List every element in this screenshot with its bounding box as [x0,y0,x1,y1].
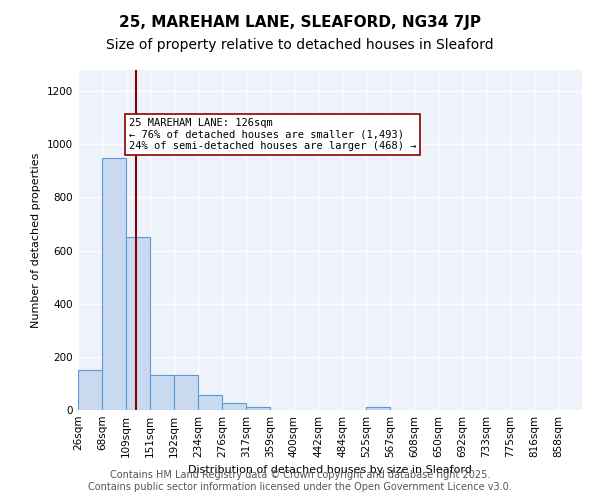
Bar [102,158,126,410]
Text: Contains public sector information licensed under the Open Government Licence v3: Contains public sector information licen… [88,482,512,492]
Bar [78,370,102,410]
Bar [223,404,246,410]
Text: Size of property relative to detached houses in Sleaford: Size of property relative to detached ho… [106,38,494,52]
Bar [246,407,270,410]
Text: Contains HM Land Registry data © Crown copyright and database right 2025.: Contains HM Land Registry data © Crown c… [110,470,490,480]
Y-axis label: Number of detached properties: Number of detached properties [31,152,41,328]
Bar [126,238,150,410]
Bar [366,407,391,410]
X-axis label: Distribution of detached houses by size in Sleaford: Distribution of detached houses by size … [188,466,472,475]
Bar [174,376,198,410]
Text: 25, MAREHAM LANE, SLEAFORD, NG34 7JP: 25, MAREHAM LANE, SLEAFORD, NG34 7JP [119,15,481,30]
Bar [150,376,174,410]
Bar [198,396,223,410]
Text: 25 MAREHAM LANE: 126sqm
← 76% of detached houses are smaller (1,493)
24% of semi: 25 MAREHAM LANE: 126sqm ← 76% of detache… [129,118,416,151]
